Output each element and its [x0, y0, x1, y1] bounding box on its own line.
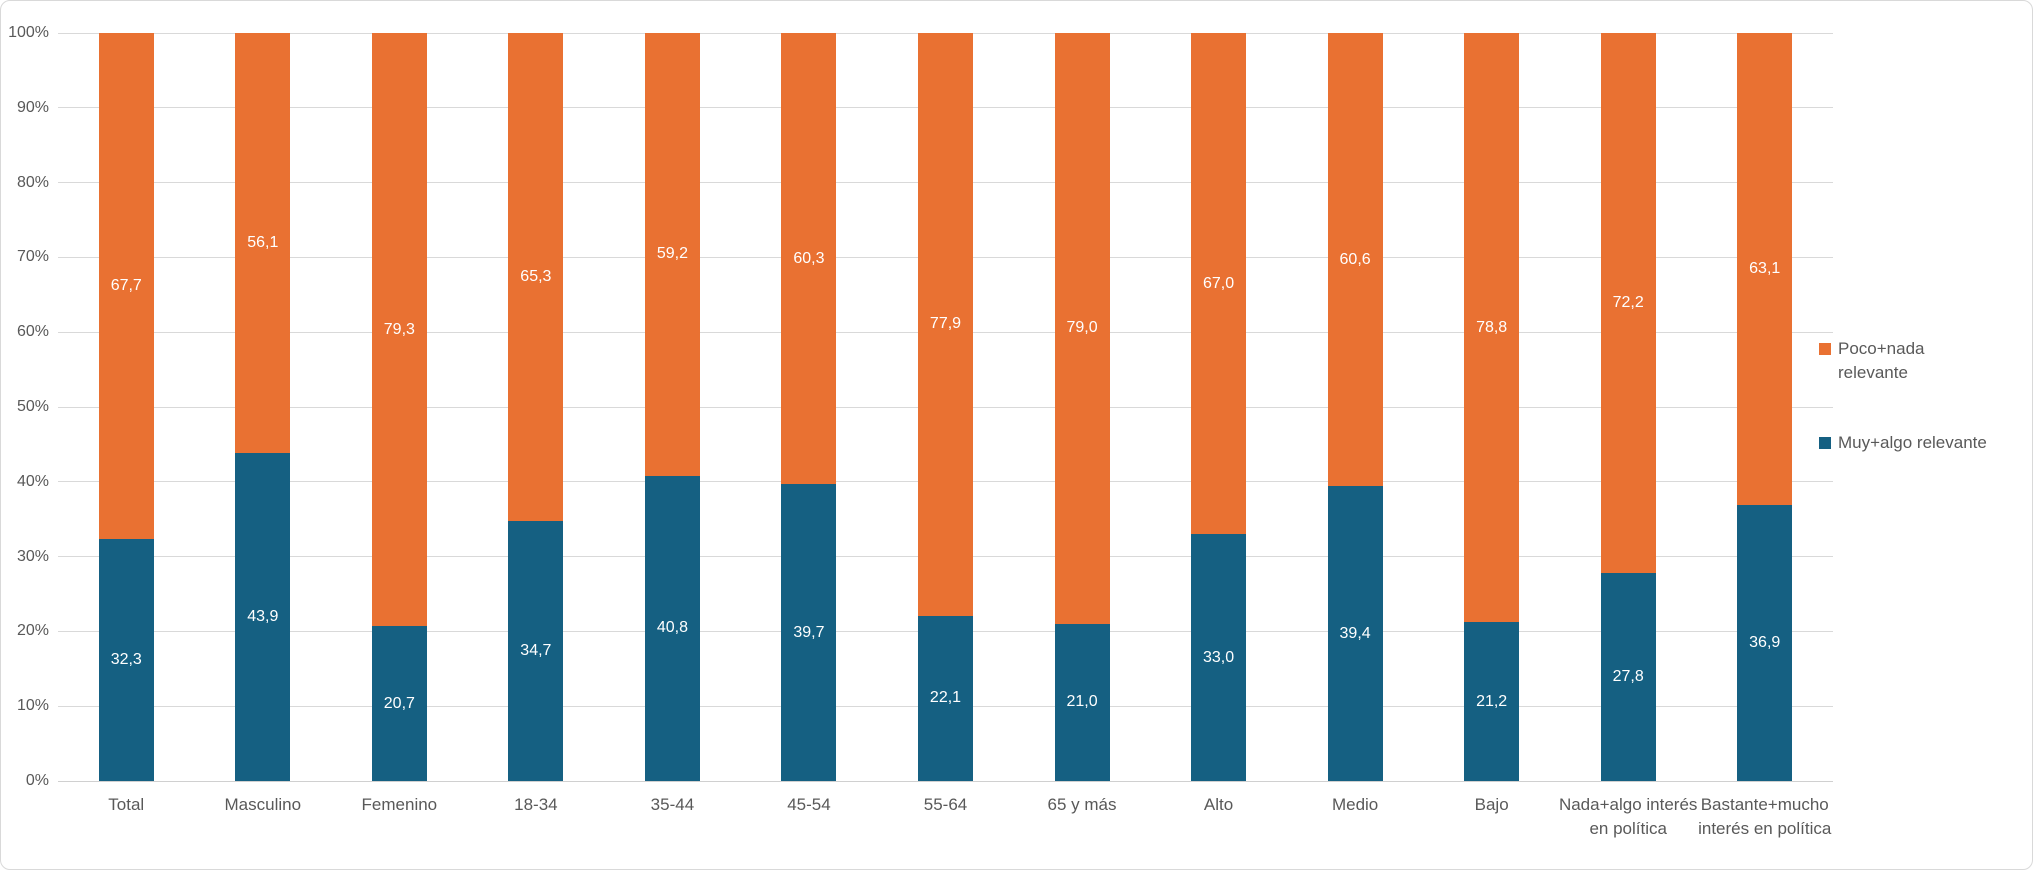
data-label-0-cat-2: 20,7	[383, 694, 415, 712]
legend-label-muy-algo: Muy+algo relevante	[1838, 433, 1987, 452]
bar-segment-0-cat-8: 33,0	[1191, 534, 1247, 781]
bar-segment-1-cat-11: 72,2	[1600, 33, 1656, 574]
bar-segment-1-cat-4: 59,2	[644, 33, 700, 476]
data-label-1-cat-3: 65,3	[520, 268, 552, 286]
bar-segment-0-cat-6: 22,1	[918, 615, 973, 781]
bar-segment-1-cat-8: 67,0	[1191, 33, 1247, 535]
bar-segment-0-cat-11: 27,8	[1600, 573, 1656, 781]
category-label-9: Medio	[1331, 795, 1379, 814]
y-tick-label-50: 50%	[16, 398, 49, 415]
data-label-0-cat-1: 43,9	[247, 607, 279, 625]
y-tick-label-60: 60%	[16, 323, 49, 341]
data-label-1-cat-1: 56,1	[247, 233, 279, 251]
data-label-1-cat-7: 79,0	[1066, 319, 1098, 337]
data-label-1-cat-10: 78,8	[1476, 318, 1508, 336]
data-label-0-cat-8: 33,0	[1202, 648, 1235, 666]
bar-segment-0-cat-9: 39,4	[1327, 486, 1383, 781]
bar-segment-0-cat-0: 32,3	[98, 539, 154, 781]
data-label-0-cat-6: 22,1	[929, 689, 962, 707]
data-label-1-cat-9: 60,6	[1339, 250, 1371, 268]
data-label-0-cat-3: 34,7	[520, 642, 552, 660]
legend-entry-poco-nada: Poco+nada relevante	[1819, 337, 2019, 385]
category-label-0: Total	[108, 795, 145, 814]
y-tick-label-90: 90%	[16, 98, 49, 116]
data-label-1-cat-5: 60,3	[793, 249, 825, 267]
data-label-1-cat-0: 67,7	[110, 277, 142, 295]
y-tick-label-80: 80%	[16, 173, 49, 191]
bar-segment-0-cat-2: 20,7	[371, 626, 427, 781]
category-label-8: Alto	[1203, 795, 1234, 814]
legend-entry-muy-algo: Muy+algo relevante	[1819, 431, 2029, 455]
category-label-11: Nada+algo interés en política	[1558, 795, 1698, 838]
bar-segment-0-cat-1: 43,9	[235, 452, 291, 781]
category-label-12: Bastante+mucho interés en política	[1698, 795, 1832, 838]
bar-segment-0-cat-10: 21,2	[1464, 622, 1520, 781]
bar-segment-1-cat-0: 67,7	[98, 33, 154, 540]
category-label-1: Masculino	[224, 795, 302, 814]
data-label-0-cat-12: 36,9	[1749, 633, 1781, 651]
bar-segment-0-cat-3: 34,7	[508, 521, 564, 781]
y-tick-label-30: 30%	[16, 547, 49, 565]
bar-segment-0-cat-5: 39,7	[781, 484, 837, 781]
bar-segment-0-cat-12: 36,9	[1737, 504, 1793, 781]
bar-segment-1-cat-10: 78,8	[1464, 33, 1520, 623]
category-label-7: 65 y más	[1047, 795, 1117, 814]
bar-segment-1-cat-1: 56,1	[235, 33, 291, 453]
bar-segment-1-cat-9: 60,6	[1327, 33, 1383, 487]
y-tick-label-70: 70%	[16, 248, 49, 266]
y-tick-label-100: 100%	[8, 24, 49, 41]
category-label-3: 18-34	[514, 795, 558, 814]
category-label-5: 45-54	[787, 795, 831, 814]
legend-label-poco-nada: Poco+nada relevante	[1838, 339, 1925, 382]
bar-segment-1-cat-12: 63,1	[1737, 33, 1793, 505]
bar-segment-1-cat-2: 79,3	[371, 33, 427, 627]
data-label-0-cat-7: 21,0	[1066, 693, 1098, 711]
y-tick-label-40: 40%	[16, 472, 49, 490]
bar-segment-1-cat-7: 79,0	[1054, 33, 1110, 624]
data-label-1-cat-4: 59,2	[656, 245, 688, 263]
data-label-1-cat-2: 79,3	[383, 320, 415, 338]
bar-segment-1-cat-6: 77,9	[918, 33, 973, 616]
data-label-0-cat-10: 21,2	[1476, 692, 1508, 710]
data-label-1-cat-8: 67,0	[1202, 274, 1235, 292]
data-label-0-cat-9: 39,4	[1339, 624, 1371, 642]
bar-segment-1-cat-5: 60,3	[781, 33, 837, 485]
bar-segment-0-cat-7: 21,0	[1054, 623, 1110, 781]
category-label-4: 35-44	[650, 795, 695, 814]
bar-segment-0-cat-4: 40,8	[644, 475, 700, 781]
category-label-2: Femenino	[361, 795, 438, 814]
data-label-0-cat-5: 39,7	[793, 623, 825, 641]
legend-swatch-muy-algo-icon	[1819, 437, 1831, 449]
data-label-1-cat-11: 72,2	[1612, 294, 1644, 312]
category-label-10: Bajo	[1474, 795, 1509, 814]
y-tick-label-0: 0%	[25, 772, 49, 789]
x-axis-line	[58, 780, 1833, 782]
data-label-0-cat-0: 32,3	[110, 651, 142, 669]
y-tick-label-10: 10%	[16, 697, 49, 715]
data-label-1-cat-6: 77,9	[929, 315, 962, 333]
bar-segment-1-cat-3: 65,3	[508, 33, 564, 522]
data-label-1-cat-12: 63,1	[1749, 259, 1781, 277]
category-label-6: 55-64	[923, 795, 968, 814]
data-label-0-cat-11: 27,8	[1612, 668, 1644, 686]
y-tick-label-20: 20%	[16, 622, 49, 640]
legend-swatch-poco-nada-icon	[1819, 343, 1831, 355]
data-label-0-cat-4: 40,8	[656, 619, 688, 637]
